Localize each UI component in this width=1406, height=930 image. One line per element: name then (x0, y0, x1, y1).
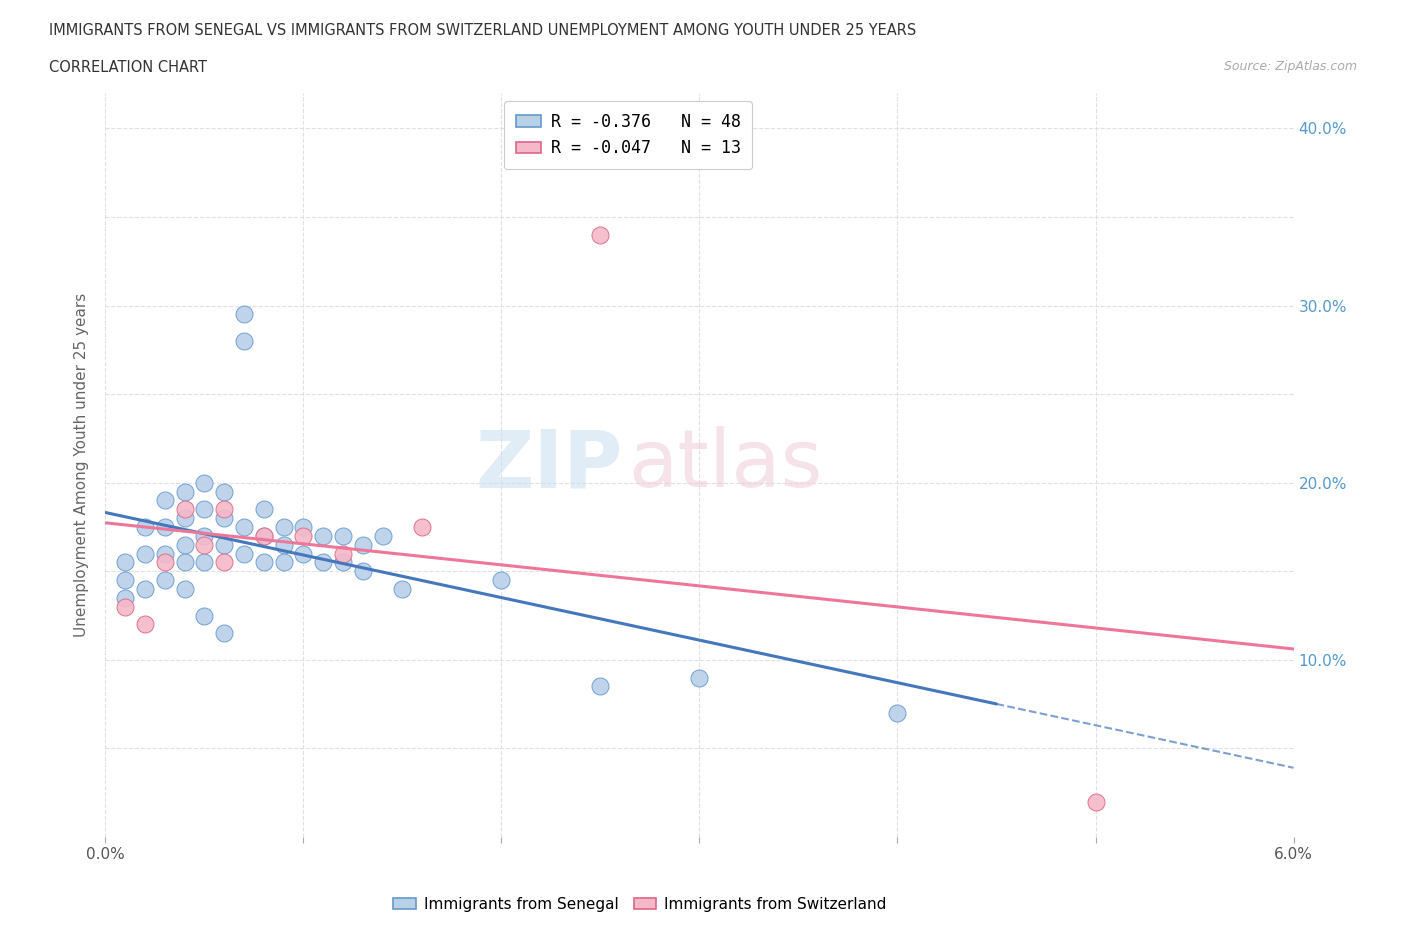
Point (253, 555, 276, 570)
Point (352, 564, 374, 578)
Point (173, 555, 195, 570)
Point (292, 520, 315, 535)
Point (173, 511, 195, 525)
Point (233, 520, 256, 535)
Y-axis label: Unemployment Among Youth under 25 years: Unemployment Among Youth under 25 years (75, 293, 90, 637)
Point (273, 520, 295, 535)
Legend: Immigrants from Senegal, Immigrants from Switzerland: Immigrants from Senegal, Immigrants from… (387, 891, 893, 918)
Point (233, 546, 256, 561)
Point (292, 546, 315, 561)
Point (233, 307, 256, 322)
Point (253, 528, 276, 543)
Point (173, 485, 195, 499)
Point (391, 581, 413, 596)
Point (114, 573, 136, 588)
Point (214, 502, 236, 517)
Point (273, 555, 295, 570)
Point (689, 671, 711, 685)
Point (886, 706, 908, 721)
Point (193, 475, 215, 490)
Point (193, 555, 215, 570)
Point (589, 679, 612, 694)
Text: Source: ZipAtlas.com: Source: ZipAtlas.com (1223, 60, 1357, 73)
Point (173, 581, 195, 596)
Point (153, 573, 176, 588)
Point (153, 555, 176, 570)
Point (312, 555, 335, 570)
Point (332, 546, 354, 561)
Point (153, 546, 176, 561)
Text: IMMIGRANTS FROM SENEGAL VS IMMIGRANTS FROM SWITZERLAND UNEMPLOYMENT AMONG YOUTH : IMMIGRANTS FROM SENEGAL VS IMMIGRANTS FR… (49, 23, 917, 38)
Point (214, 511, 236, 525)
Text: atlas: atlas (628, 426, 823, 504)
Legend: R = -0.376   N = 48, R = -0.047   N = 13: R = -0.376 N = 48, R = -0.047 N = 13 (503, 101, 752, 169)
Point (411, 520, 433, 535)
Point (193, 608, 215, 623)
Point (134, 520, 156, 535)
Point (332, 528, 354, 543)
Point (214, 626, 236, 641)
Point (193, 538, 215, 552)
Point (134, 581, 156, 596)
Point (193, 502, 215, 517)
Point (114, 599, 136, 614)
Point (153, 493, 176, 508)
Point (352, 538, 374, 552)
Point (312, 528, 335, 543)
Point (491, 573, 513, 588)
Point (153, 520, 176, 535)
Point (114, 555, 136, 570)
Point (214, 555, 236, 570)
Point (134, 546, 156, 561)
Point (134, 617, 156, 631)
Point (273, 538, 295, 552)
Point (253, 528, 276, 543)
Point (193, 528, 215, 543)
Point (214, 485, 236, 499)
Text: ZIP: ZIP (475, 426, 623, 504)
Point (214, 538, 236, 552)
Point (371, 528, 394, 543)
Point (114, 591, 136, 605)
Point (1084, 794, 1107, 809)
Point (332, 555, 354, 570)
Text: CORRELATION CHART: CORRELATION CHART (49, 60, 207, 75)
Point (292, 528, 315, 543)
Point (233, 334, 256, 349)
Point (589, 227, 612, 242)
Point (173, 538, 195, 552)
Point (253, 502, 276, 517)
Point (173, 502, 195, 517)
